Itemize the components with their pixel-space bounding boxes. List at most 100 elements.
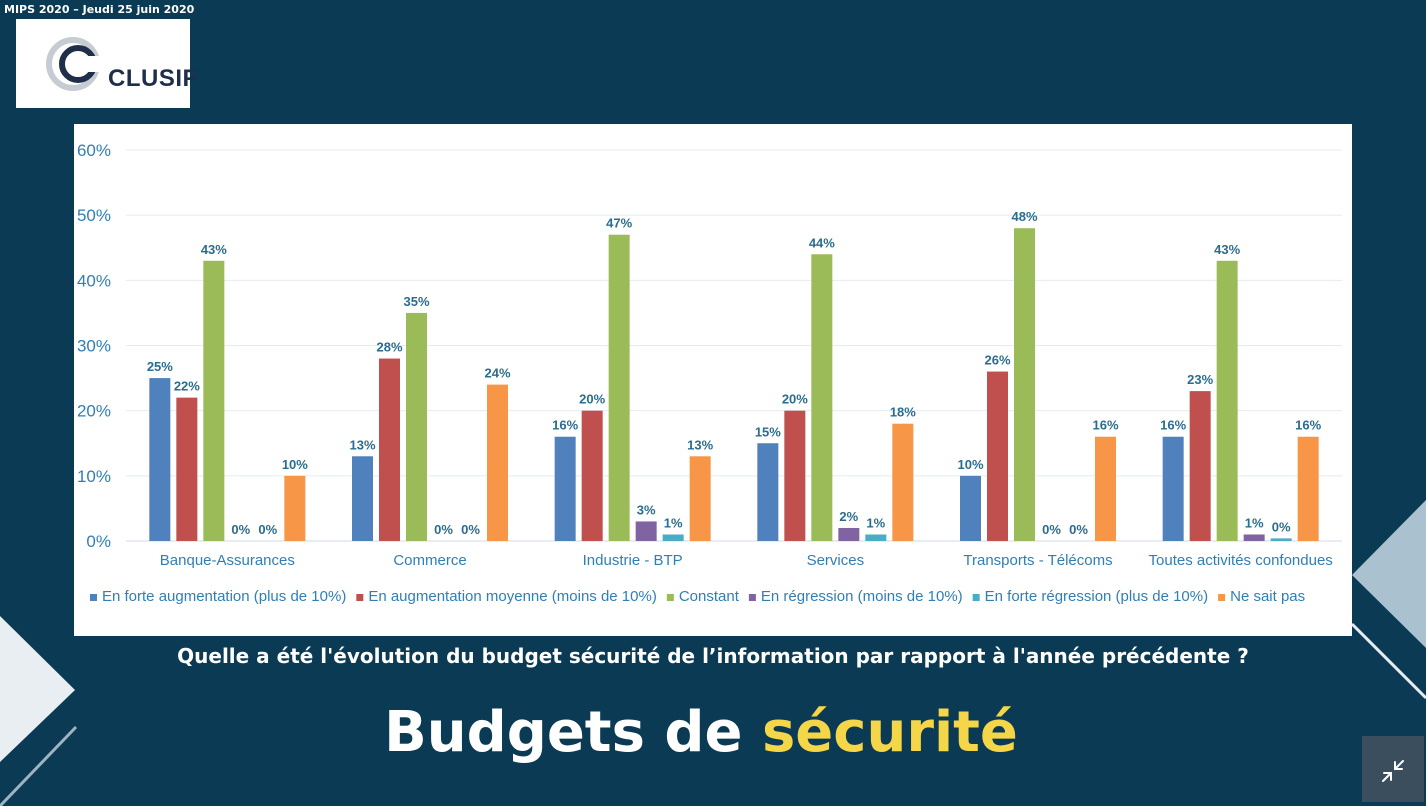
legend-entry: Ne sait pas [1230,588,1305,605]
data-label: 0% [258,522,277,537]
bar [608,234,630,541]
slide-title: Budgets de sécurité [0,700,1402,765]
data-label: 20% [579,392,605,407]
bar [811,254,833,541]
clusif-logo: CLUSIF [16,19,197,108]
y-tick-label: 0% [86,532,111,551]
x-category-label: Banque-Assurances [160,552,295,569]
data-label: 1% [866,515,885,530]
bar [1095,436,1116,541]
bar [662,534,684,541]
y-tick-label: 20% [77,402,111,421]
data-label: 26% [984,353,1010,368]
bar [987,371,1008,541]
left-decor-triangle [0,616,75,762]
data-label: 16% [1092,418,1118,433]
bar [1297,436,1319,541]
bar [581,410,603,541]
data-label: 35% [403,294,429,309]
x-category-label: Toutes activités confondues [1149,552,1333,569]
bar [1216,260,1238,541]
exit-fullscreen-button[interactable] [1362,736,1424,802]
bar [1014,228,1035,541]
data-label: 16% [1160,418,1186,433]
chart-question: Quelle a été l'évolution du budget sécur… [177,644,1249,668]
bar [487,384,508,541]
data-label: 1% [1245,515,1264,530]
legend-swatch [666,594,674,601]
legend-swatch [972,594,980,601]
bar [635,521,657,541]
legend-entry: En augmentation moyenne (moins de 10%) [368,588,657,605]
bar [203,260,225,541]
data-label: 0% [231,522,250,537]
bar [838,527,860,541]
bar [379,358,400,541]
data-label: 18% [890,405,916,420]
data-label: 0% [1069,522,1088,537]
bar [1162,436,1184,541]
data-label: 0% [1042,522,1061,537]
data-label: 16% [552,418,578,433]
bar [960,475,981,541]
event-label: MIPS 2020 – Jeudi 25 juin 2020 [4,3,195,16]
legend-swatch [356,594,364,601]
data-label: 13% [349,437,375,452]
legend-entry: En régression (moins de 10%) [761,588,963,605]
title-part-2: sécurité [761,700,1018,765]
bars-layer [149,228,1319,541]
data-label: 28% [376,340,402,355]
bar [892,423,914,541]
data-label: 25% [147,359,173,374]
y-tick-label: 30% [77,337,111,356]
legend: En forte augmentation (plus de 10%) En au… [90,588,1305,605]
data-labels-layer: 25%22%43%0% 0%10%13%28%35%0% 0%24%16%20%47… [147,209,1322,537]
title-part-1: Budgets de [384,700,762,765]
logo-text: CLUSIF [108,65,198,92]
bar [149,378,171,541]
x-category-label: Transports - Télécoms [963,552,1112,569]
legend-entry: En forte augmentation (plus de 10%) [102,588,346,605]
bar [689,456,711,541]
legend-swatch [90,594,97,601]
data-label: 0% [1272,519,1291,534]
y-tick-label: 10% [77,467,111,486]
bar-chart: 0% 10% 20% 30% 40% 50% 60% Banque-Assurances Com… [77,141,1342,605]
data-label: 48% [1011,209,1037,224]
data-label: 16% [1295,418,1321,433]
data-label: 43% [201,242,227,257]
data-label: 1% [664,515,683,530]
bar [865,534,887,541]
data-label: 10% [282,457,308,472]
left-decor-line [0,725,78,806]
data-label: 23% [1187,372,1213,387]
bar [784,410,806,541]
bar [554,436,576,541]
data-label: 43% [1214,242,1240,257]
data-label: 0% [434,522,453,537]
y-tick-label: 60% [77,141,111,160]
data-label: 13% [687,437,713,452]
data-label: 24% [484,366,510,381]
data-label: 20% [782,392,808,407]
x-category-label: Industrie - BTP [583,552,683,569]
data-label: 10% [957,457,983,472]
y-tick-label: 50% [77,206,111,225]
bar [1243,534,1265,541]
data-label: 3% [637,502,656,517]
compress-arrows-icon [1382,760,1404,782]
bar [176,397,198,541]
data-label: 22% [174,379,200,394]
legend-entry: En forte régression (plus de 10%) [985,588,1208,605]
bar [757,443,779,541]
bar [1189,391,1211,541]
logo-rings-icon [46,37,108,91]
data-label: 15% [755,424,781,439]
right-decor-line [1350,622,1426,700]
x-category-label: Commerce [393,552,466,569]
data-label: 0% [461,522,480,537]
data-label: 44% [809,235,835,250]
right-decor-triangle [1352,500,1426,648]
bar [284,475,306,541]
